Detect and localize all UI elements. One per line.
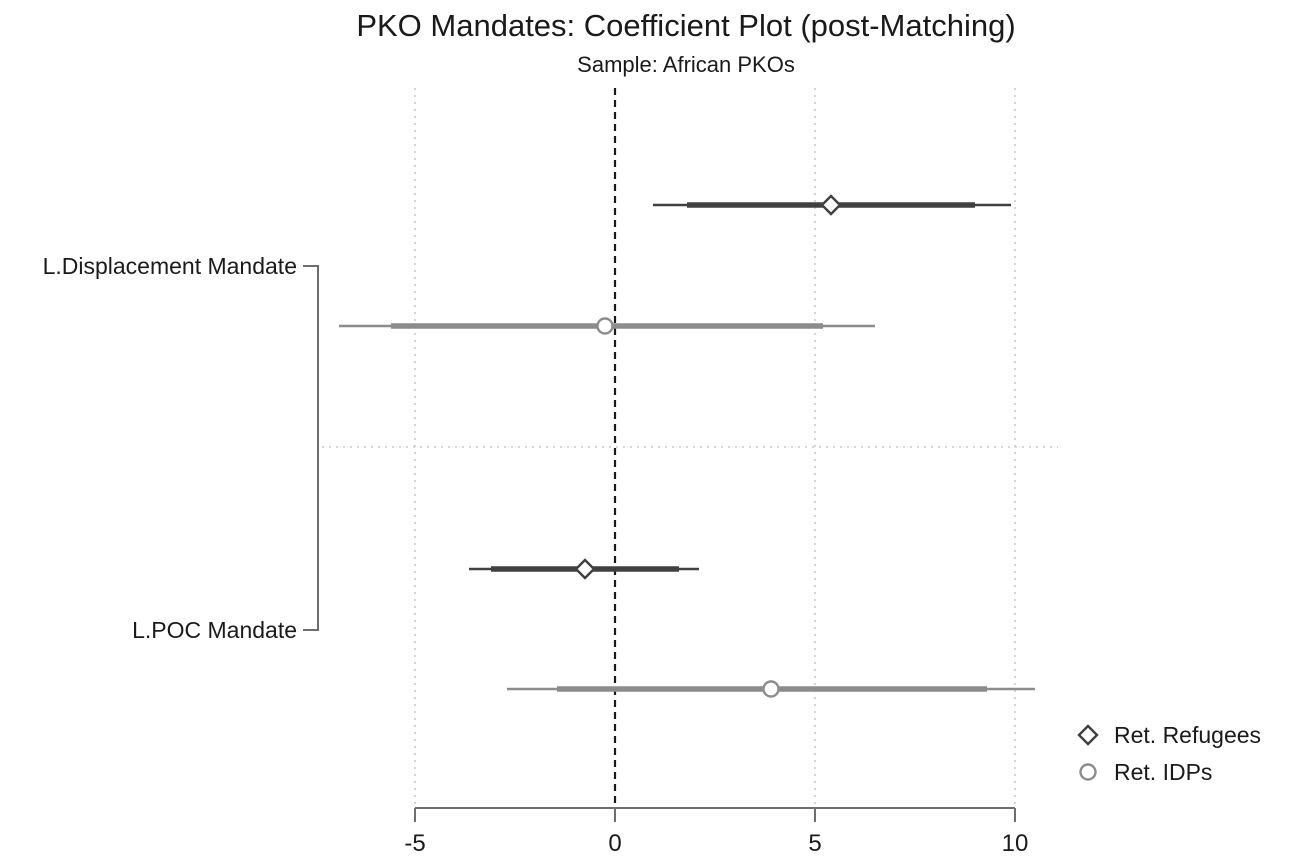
legend-marker-0 (1077, 724, 1099, 746)
group-label-0: L.Displacement Mandate (43, 253, 297, 279)
x-tick-label-3: 10 (1002, 830, 1029, 856)
gridlines (322, 88, 1058, 808)
x-tick-label-1: 0 (608, 830, 621, 856)
group-bracket-line (303, 265, 319, 631)
x-tick-label-2: 5 (808, 830, 821, 856)
point-marker-0-0 (820, 194, 842, 216)
legend: Ret. Refugees Ret. IDPs (1077, 722, 1261, 785)
x-axis: -5 0 5 10 (404, 807, 1029, 856)
point-marker-1-0 (596, 317, 614, 335)
legend-label-0: Ret. Refugees (1114, 722, 1261, 748)
x-tick-label-0: -5 (404, 830, 425, 856)
chart-title: PKO Mandates: Coefficient Plot (post-Mat… (356, 8, 1015, 43)
point-marker-0-1 (574, 558, 596, 580)
group-label-1: L.POC Mandate (132, 617, 297, 643)
legend-marker-1 (1079, 763, 1097, 781)
chart-subtitle: Sample: African PKOs (577, 52, 795, 77)
series-group (339, 194, 1035, 698)
group-bracket: L.Displacement Mandate L.POC Mandate (43, 253, 319, 643)
legend-label-1: Ret. IDPs (1114, 759, 1212, 785)
point-marker-1-1 (762, 680, 780, 698)
